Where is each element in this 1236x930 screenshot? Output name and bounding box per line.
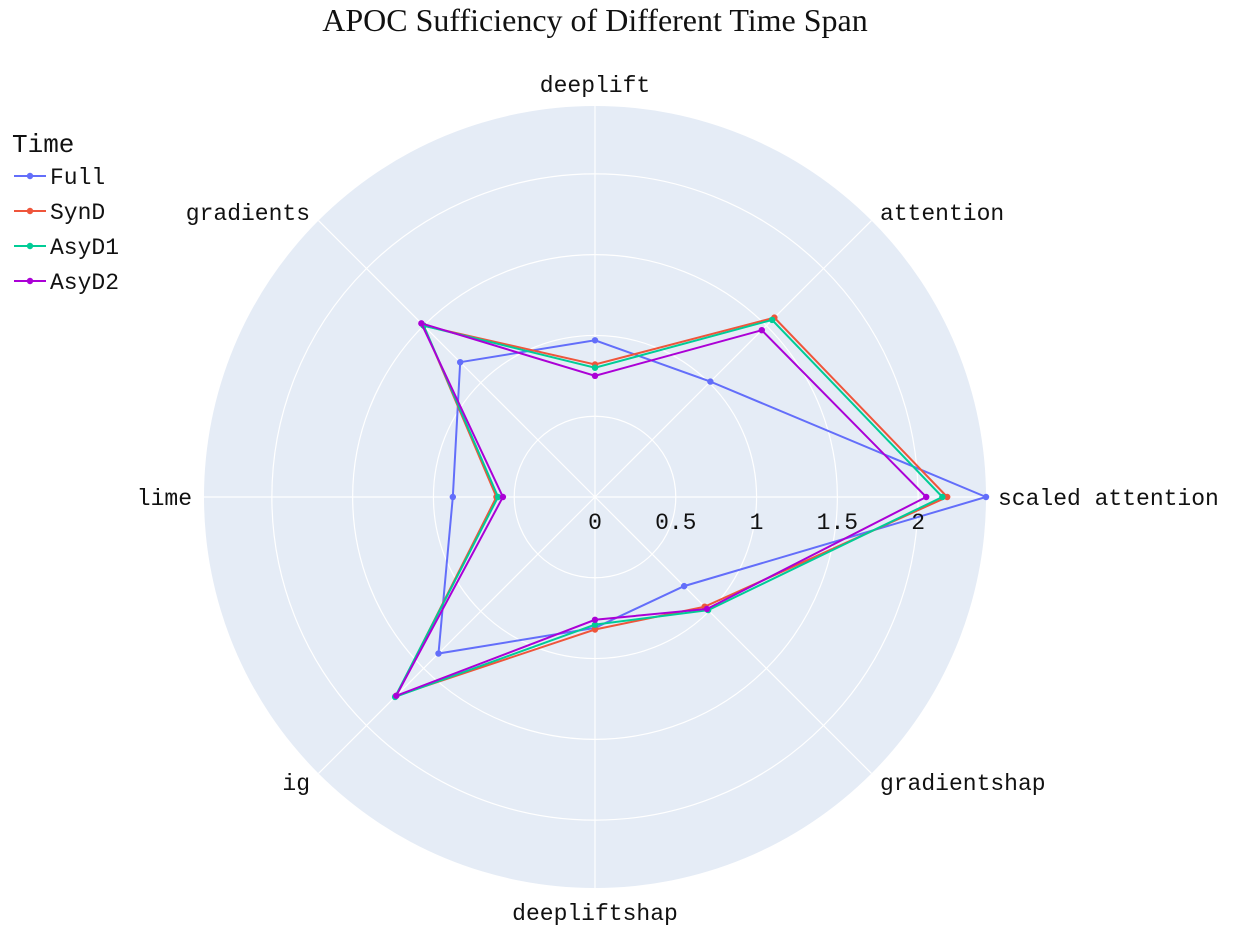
radial-tick-label: 0.5: [655, 510, 696, 536]
data-point: [494, 493, 502, 501]
data-point: [703, 605, 711, 613]
polar-grid: [204, 106, 986, 888]
legend-label: SynD: [50, 200, 105, 226]
legend-item-asyd1[interactable]: AsyD1: [14, 235, 119, 261]
axis-label: lime: [137, 486, 192, 512]
data-point: [944, 493, 951, 501]
legend-item-full[interactable]: Full: [14, 165, 105, 191]
legend-title: Time: [12, 130, 74, 160]
data-point: [591, 626, 599, 633]
grid-spoke: [594, 220, 872, 498]
axis-label: gradients: [186, 201, 310, 227]
data-point: [449, 493, 457, 501]
axis-label: deeplift: [540, 73, 650, 99]
legend-swatch-marker: [26, 277, 34, 285]
data-point: [591, 372, 599, 380]
legend-swatch-marker: [26, 172, 34, 180]
legend-swatch-marker: [26, 242, 34, 250]
legend-item-asyd2[interactable]: AsyD2: [14, 270, 119, 296]
data-point: [591, 616, 599, 623]
axis-labels: scaled attention attention deeplift gradien…: [137, 73, 1219, 927]
data-point: [939, 493, 946, 501]
axis-label: scaled attention: [998, 486, 1219, 512]
data-point: [393, 692, 400, 699]
data-point: [768, 316, 776, 324]
data-point: [435, 650, 442, 657]
chart-title: APOC Sufficiency of Different Time Span: [322, 2, 868, 38]
data-point: [591, 364, 599, 371]
data-point: [707, 378, 714, 385]
data-point: [456, 358, 464, 366]
legend-swatch-marker: [26, 207, 34, 215]
axis-label: gradientshap: [880, 771, 1046, 797]
grid-spoke: [318, 220, 596, 498]
legend[interactable]: Time Full SynD AsyD1 AsyD2: [12, 130, 119, 296]
radial-tick-label: 0: [588, 510, 602, 536]
data-point: [591, 337, 599, 344]
series-asyd2: [393, 320, 930, 699]
radial-tick-label: 1.5: [817, 510, 858, 536]
data-point: [418, 320, 425, 327]
legend-label: AsyD2: [50, 270, 119, 296]
legend-label: Full: [50, 165, 105, 191]
data-point: [758, 326, 766, 334]
data-point: [680, 582, 688, 590]
legend-label: AsyD1: [50, 235, 119, 261]
series-layer: [391, 314, 990, 701]
grid-spoke: [594, 496, 872, 774]
legend-item-synd[interactable]: SynD: [14, 200, 105, 226]
radial-tick-label: 2: [911, 510, 925, 536]
radial-ticks: 0 0.5 1 1.5 2: [588, 510, 925, 536]
axis-label: attention: [880, 201, 1004, 227]
data-point: [591, 621, 599, 628]
data-point: [499, 493, 507, 501]
axis-label: ig: [282, 771, 310, 797]
data-point: [982, 493, 990, 501]
axis-label: deepliftshap: [512, 901, 678, 927]
grid-spoke: [318, 496, 596, 774]
radial-tick-label: 1: [750, 510, 764, 536]
data-point: [923, 493, 930, 501]
